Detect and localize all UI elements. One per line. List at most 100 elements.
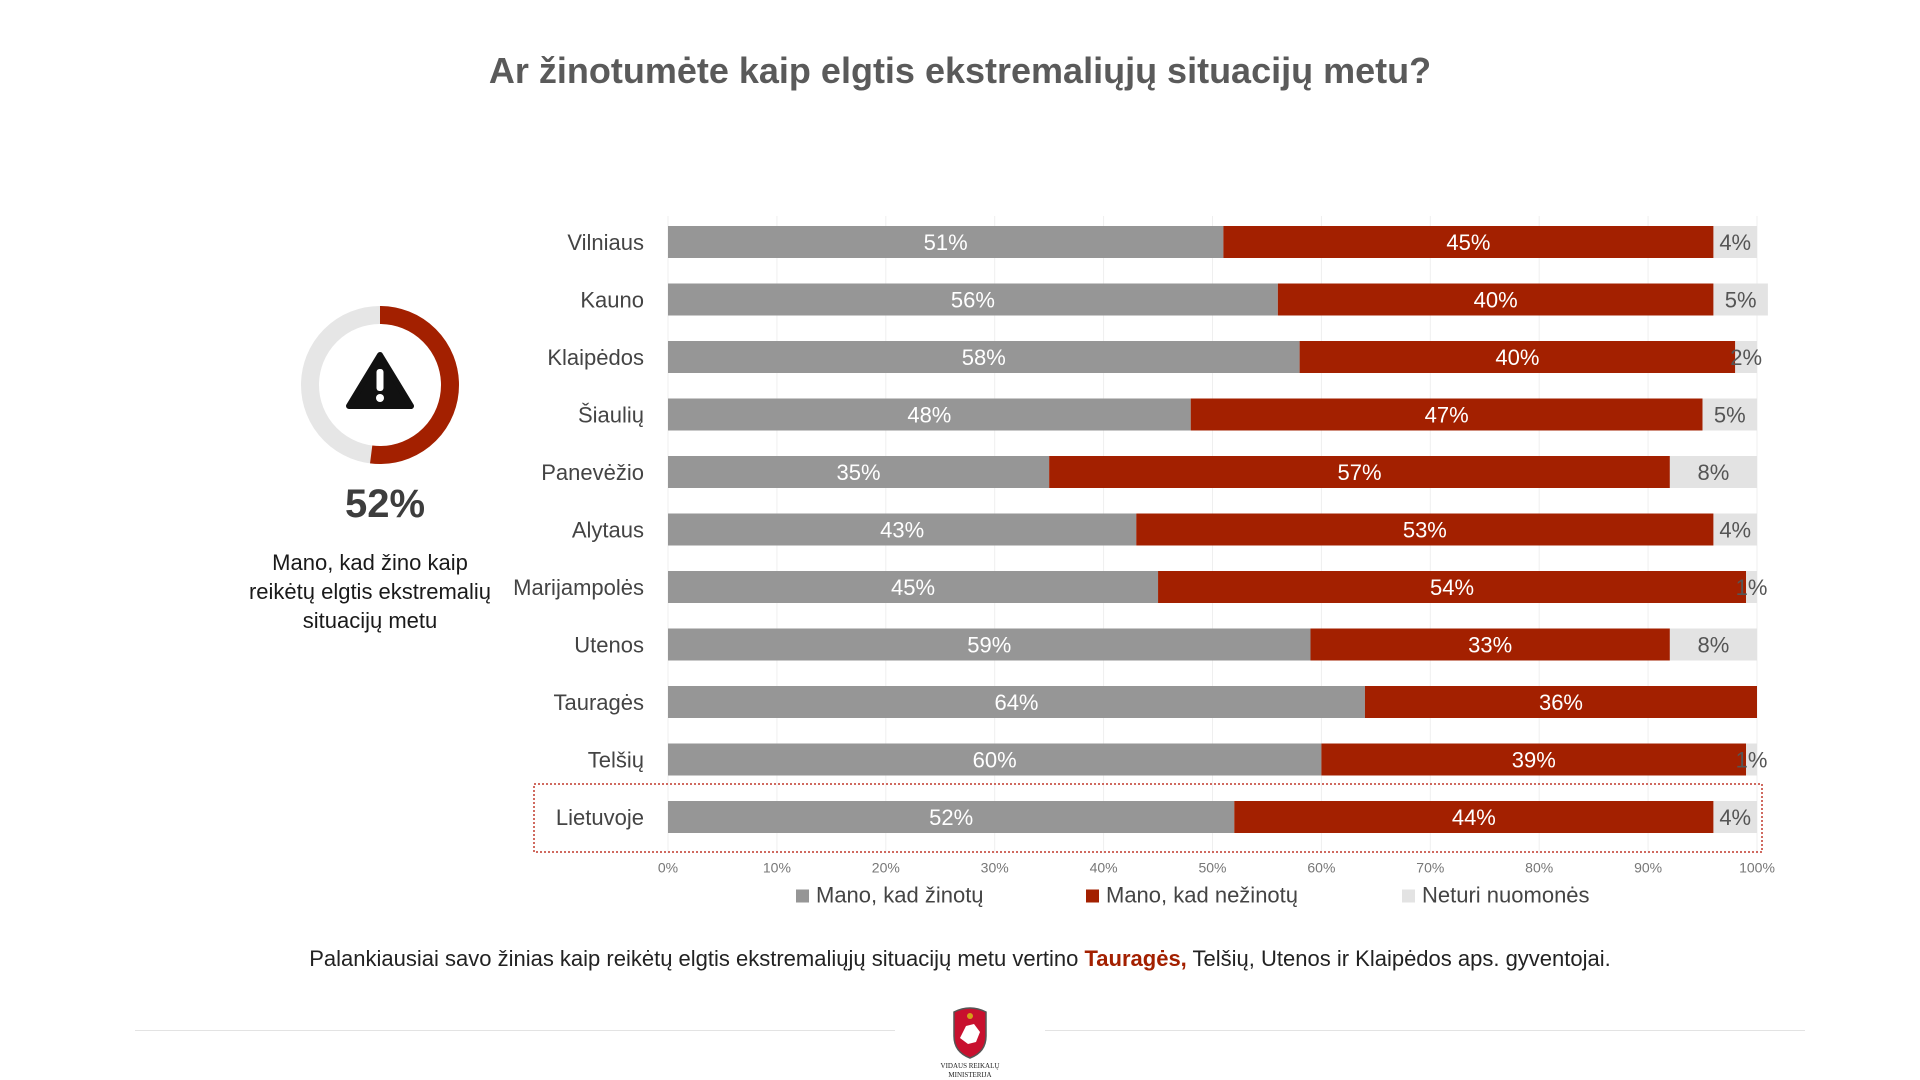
- bar-no-opinion: [1746, 743, 1757, 776]
- category-label: Vilniaus: [567, 230, 644, 255]
- footnote-highlight: Tauragės,: [1084, 946, 1187, 971]
- tick-label: 100%: [1739, 860, 1775, 876]
- tick-label: 40%: [1090, 860, 1118, 876]
- data-label: 54%: [1430, 575, 1474, 600]
- tick-label: 70%: [1416, 860, 1444, 876]
- tick-label: 80%: [1525, 860, 1553, 876]
- data-label: 58%: [962, 345, 1006, 370]
- data-label: 45%: [891, 575, 935, 600]
- bar-know: [668, 571, 1159, 603]
- data-label: 48%: [907, 403, 951, 428]
- bar-dont-know: [1299, 341, 1736, 373]
- category-label: Kauno: [580, 288, 644, 313]
- bar-no-opinion: [1713, 226, 1757, 258]
- bar-dont-know: [1234, 801, 1714, 833]
- data-label: 40%: [1474, 288, 1518, 313]
- bar-know: [668, 686, 1365, 718]
- data-label: 64%: [994, 690, 1038, 715]
- kpi-donut: [301, 306, 459, 464]
- footnote-text: Palankiausiai savo žinias kaip reikėtų e…: [309, 946, 1085, 971]
- data-label: 4%: [1719, 518, 1751, 543]
- category-label: Lietuvoje: [556, 805, 644, 830]
- category-label: Marijampolės: [513, 575, 644, 600]
- tick-label: 0%: [658, 860, 678, 876]
- data-label: 36%: [1539, 690, 1583, 715]
- tick-label: 10%: [763, 860, 791, 876]
- category-label: Utenos: [574, 633, 644, 658]
- legend-label: Mano, kad nežinotų: [1106, 883, 1298, 908]
- data-label: 44%: [1452, 805, 1496, 830]
- bar-no-opinion: [1713, 513, 1757, 546]
- bar-know: [668, 398, 1191, 431]
- category-label: Klaipėdos: [547, 345, 644, 370]
- data-label: 8%: [1698, 633, 1730, 658]
- data-label: 52%: [929, 805, 973, 830]
- bar-no-opinion: [1746, 571, 1757, 603]
- logo-line2: MINISTERIJA: [948, 1071, 991, 1079]
- bar-know: [668, 456, 1050, 488]
- page-title: Ar žinotumėte kaip elgtis ekstremaliųjų …: [488, 50, 1432, 91]
- stacked-bar-chart: Vilniaus 51% 45% 4% Kauno 56% 40% 5% Klaipėdos 58…: [513, 216, 1775, 908]
- category-label: Telšių: [588, 748, 644, 773]
- data-label: 60%: [973, 748, 1017, 773]
- data-label: 4%: [1719, 805, 1751, 830]
- data-label: 5%: [1714, 403, 1746, 428]
- data-label: 1%: [1736, 575, 1768, 600]
- bar-no-opinion: [1713, 801, 1757, 833]
- bar-know: [668, 628, 1311, 661]
- data-label: 39%: [1512, 748, 1556, 773]
- bar-know: [668, 801, 1235, 833]
- bar-know: [668, 743, 1322, 776]
- legend-label: Mano, kad žinotų: [816, 883, 984, 908]
- bar-know: [668, 283, 1278, 316]
- bar-dont-know: [1190, 398, 1703, 431]
- legend-swatch-no-opinion: [1402, 889, 1415, 903]
- footer-divider-right: [1045, 1030, 1805, 1031]
- bar-no-opinion: [1669, 628, 1757, 661]
- bar-no-opinion: [1713, 283, 1768, 316]
- warning-icon: [346, 352, 414, 409]
- bar-know: [668, 341, 1300, 373]
- data-label: 43%: [880, 518, 924, 543]
- data-label: 56%: [951, 288, 995, 313]
- highlight-frame: [533, 783, 1763, 853]
- category-label: Tauragės: [553, 690, 644, 715]
- bar-dont-know: [1223, 226, 1714, 258]
- footnote: Palankiausiai savo žinias kaip reikėtų e…: [0, 946, 1920, 972]
- bar-dont-know: [1049, 456, 1670, 488]
- bar-no-opinion: [1735, 341, 1757, 373]
- data-label: 4%: [1719, 230, 1751, 255]
- bar-dont-know: [1310, 628, 1670, 661]
- bar-dont-know: [1321, 743, 1747, 776]
- data-label: 59%: [967, 633, 1011, 658]
- data-label: 57%: [1337, 460, 1381, 485]
- tick-label: 30%: [981, 860, 1009, 876]
- legend-label: Neturi nuomonės: [1422, 883, 1590, 908]
- category-label: Alytaus: [572, 518, 644, 543]
- bar-know: [668, 226, 1224, 258]
- data-label: 35%: [837, 460, 881, 485]
- category-label: Panevėžio: [541, 460, 644, 485]
- data-label: 53%: [1403, 518, 1447, 543]
- bar-dont-know: [1136, 513, 1714, 546]
- tick-label: 60%: [1307, 860, 1335, 876]
- ministry-logo: VIDAUS REIKALŲ MINISTERIJA: [941, 1007, 1000, 1079]
- bar-no-opinion: [1669, 456, 1757, 488]
- tick-label: 90%: [1634, 860, 1662, 876]
- footer-divider-left: [135, 1030, 895, 1031]
- data-label: 2%: [1730, 345, 1762, 370]
- tick-label: 20%: [872, 860, 900, 876]
- logo-line1: VIDAUS REIKALŲ: [941, 1062, 1000, 1070]
- bar-dont-know: [1277, 283, 1714, 316]
- data-label: 8%: [1698, 460, 1730, 485]
- kpi-donut-fill: [301, 306, 459, 464]
- footnote-text-end: Telšių, Utenos ir Klaipėdos aps. gyvento…: [1186, 946, 1611, 971]
- data-label: 47%: [1425, 403, 1469, 428]
- data-label: 40%: [1495, 345, 1539, 370]
- bar-no-opinion: [1702, 398, 1757, 431]
- data-label: 33%: [1468, 633, 1512, 658]
- kpi-description: Mano, kad žino kaip reikėtų elgtis ekstr…: [248, 550, 492, 633]
- kpi-value: 52%: [344, 482, 426, 526]
- data-label: 1%: [1736, 748, 1768, 773]
- category-label: Šiaulių: [578, 403, 644, 428]
